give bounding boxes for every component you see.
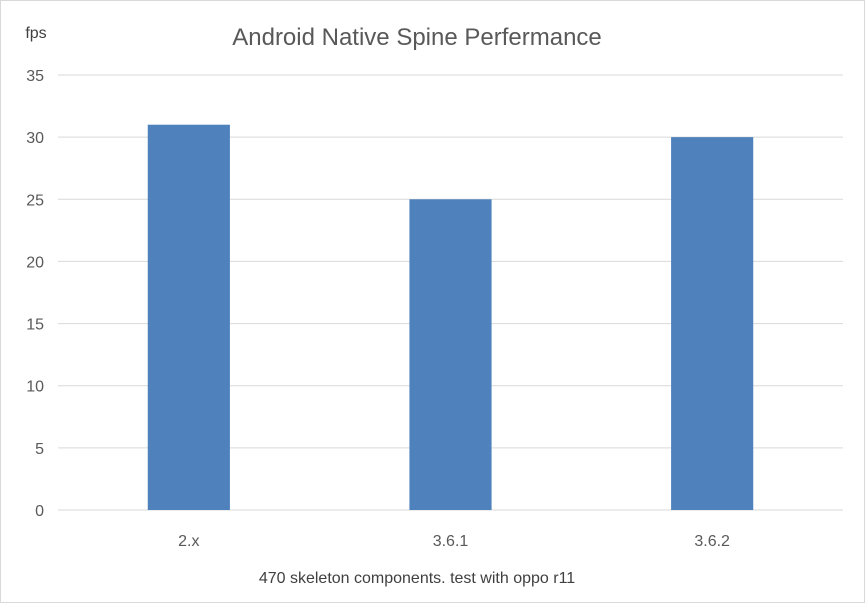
x-tick-label-0: 2.x xyxy=(178,533,199,550)
bar-3-6-1 xyxy=(409,199,492,511)
y-tick-label-6: 30 xyxy=(26,130,44,147)
y-tick-label-7: 35 xyxy=(26,68,44,85)
bar-3-6-2 xyxy=(671,137,754,510)
y-tick-label-3: 15 xyxy=(26,317,44,334)
y-tick-label-4: 20 xyxy=(26,254,44,271)
x-tick-label-1: 3.6.1 xyxy=(433,533,469,550)
x-tick-label-2: 3.6.2 xyxy=(694,533,730,550)
bar-layer xyxy=(147,124,754,511)
y-tick-label-2: 10 xyxy=(26,379,44,396)
x-tick-layer: 2.x 3.6.1 3.6.2 xyxy=(178,533,730,550)
bar-2-x xyxy=(147,124,230,510)
x-axis-label: 470 skeleton components. test with oppo … xyxy=(259,570,575,587)
y-tick-layer: 0 5 10 15 20 25 30 35 xyxy=(26,68,44,520)
y-tick-label-0: 0 xyxy=(35,503,44,520)
y-tick-label-1: 5 xyxy=(35,441,44,458)
y-axis-label: fps xyxy=(25,25,46,42)
y-tick-label-5: 25 xyxy=(26,192,44,209)
chart-title: Android Native Spine Perfermance xyxy=(232,24,602,51)
